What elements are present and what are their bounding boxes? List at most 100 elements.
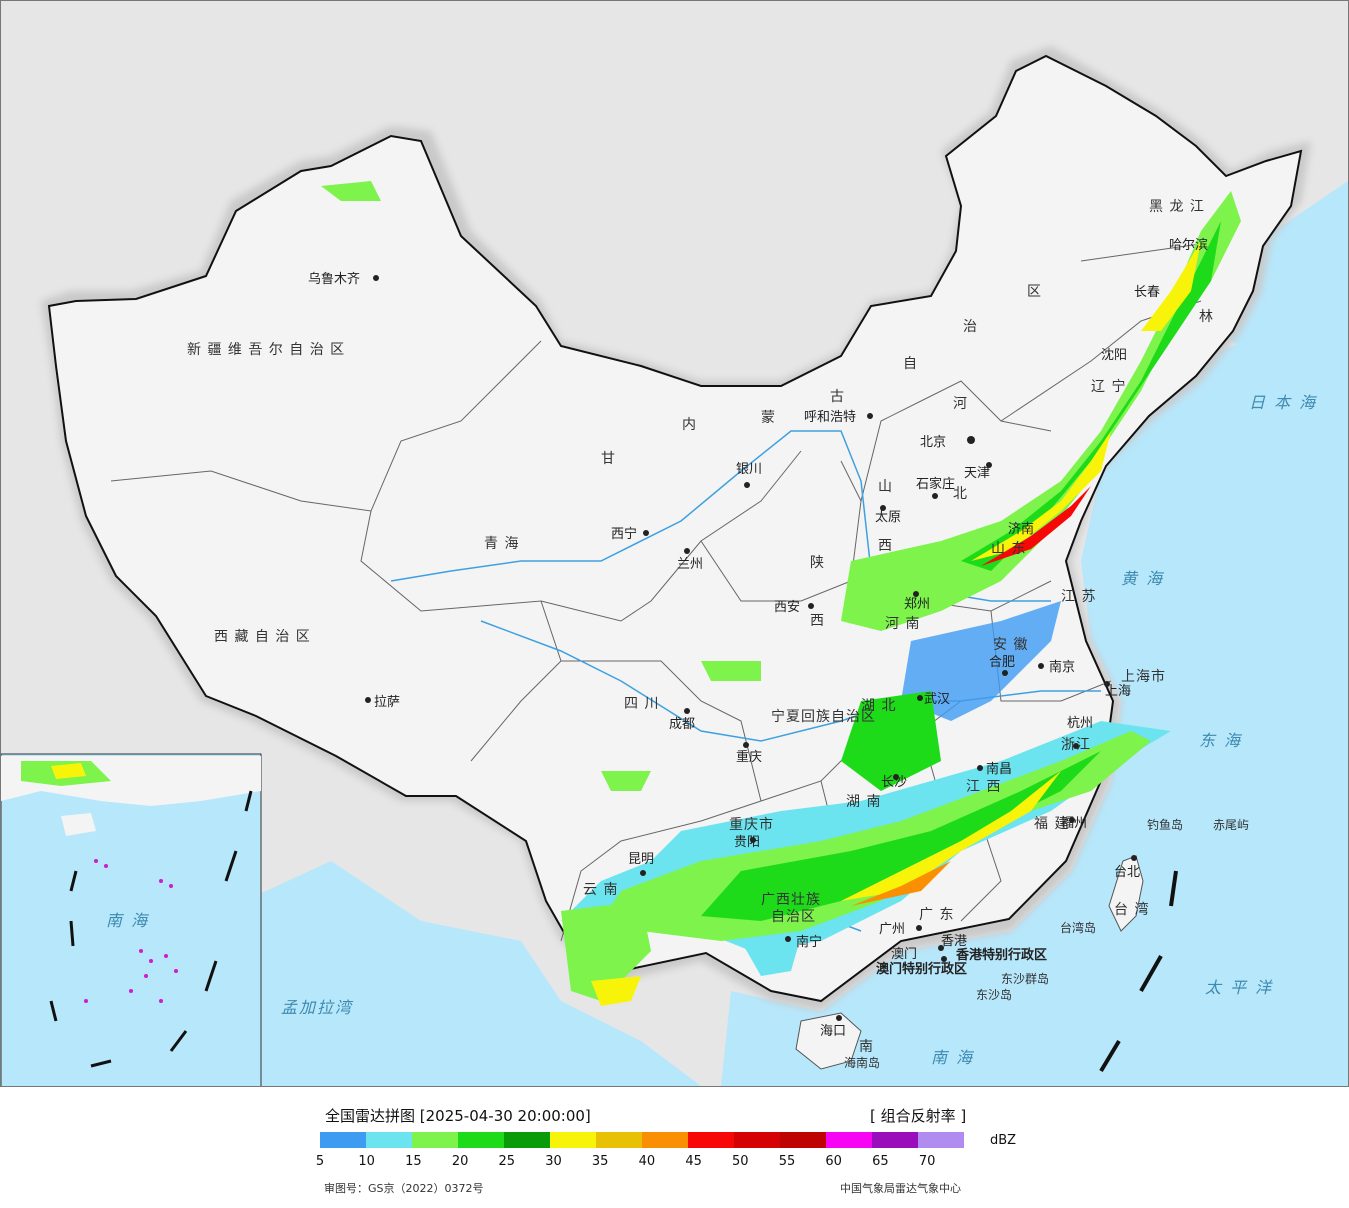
sar-macau: 澳门特别行政区 [876,961,967,977]
label-shanxi-shan: 山 [878,479,893,495]
sea-yellow: 黄 海 [1121,569,1164,588]
color-swatch [780,1132,826,1148]
label-hebei-bei: 北 [953,486,968,502]
label-jiangxi: 江 西 [966,779,1001,795]
city-urumqi: 乌鲁木齐 [308,271,360,287]
hainan-island [795,1012,862,1070]
color-scale-ticks: 5 10 15 20 25 30 35 40 45 50 55 60 65 70 [0,1154,1349,1172]
island-taiwan: 台湾岛 [1060,920,1096,935]
city-changsha: 长沙 [881,775,907,790]
city-haikou: 海口 [820,1024,846,1039]
label-taiwan: 台 湾 [1114,901,1149,918]
label-heilongjiang: 黑 龙 江 [1149,199,1205,215]
city-nanjing: 南京 [1049,659,1075,675]
city-kunming: 昆明 [628,852,654,867]
maritime-boundary [1099,870,1178,1073]
legend-unit: dBZ [990,1133,1017,1148]
label-guangdong: 广 东 [919,907,954,923]
city-jinan: 济南 [1008,521,1034,537]
island-hainan: 海南岛 [844,1055,880,1070]
color-swatch [734,1132,780,1148]
color-swatch [872,1132,918,1148]
label-fujian: 福 建 [1034,816,1069,832]
label-qu: 区 [1027,284,1042,300]
color-swatch [550,1132,596,1148]
radar-map: 南 海 新 疆 维 吾 尔 自 治 区 西 藏 自 治 区 青 海 甘 四 川 … [0,0,1349,1087]
label-shanxi-xi: 西 [878,538,893,554]
scale-tick-label: 60 [825,1154,842,1169]
label-liaoning: 辽 宁 [1091,378,1126,395]
city-nanning: 南宁 [796,934,822,950]
city-dots [365,275,1137,1021]
color-scale [320,1132,964,1148]
island-diaoyu: 钓鱼岛 [1147,817,1183,832]
city-hohhot: 呼和浩特 [804,410,856,425]
color-swatch [458,1132,504,1148]
city-shijiazhuang: 石家庄 [916,476,955,492]
label-shaanxi-xi: 西 [810,613,825,629]
label-chongqing: 宁夏回族自治区 [771,708,876,725]
scale-tick-label: 50 [732,1154,749,1169]
color-swatch [504,1132,550,1148]
label-sichuan: 四 川 [624,696,659,712]
city-hongkong: 香港 [941,934,967,949]
color-swatch [320,1132,366,1148]
city-taiyuan: 太原 [875,510,901,525]
city-lanzhou: 兰州 [677,557,703,572]
map-canvas: 南 海 新 疆 维 吾 尔 自 治 区 西 藏 自 治 区 青 海 甘 四 川 … [1,1,1348,1086]
color-swatch [826,1132,872,1148]
city-tianjin: 天津 [964,466,990,481]
city-wuhan: 武汉 [924,692,950,707]
city-taipei: 台北 [1114,865,1140,880]
city-macau: 澳门 [891,946,917,962]
sea-area [721,301,1348,1086]
city-lhasa: 拉萨 [374,695,400,710]
city-chengdu: 成都 [669,717,695,732]
city-nanchang: 南昌 [986,761,1012,777]
city-fuzhou: 福州 [1061,816,1087,831]
city-shanghai: 上海 [1105,684,1131,699]
city-guangzhou: 广州 [879,922,905,937]
city-hangzhou: 杭州 [1067,716,1093,731]
south-sea-islands [84,859,178,1003]
island-dongsha2: 东沙岛 [976,987,1012,1002]
label-nei: 内 [682,417,697,433]
city-beijing: 北京 [920,435,946,450]
scale-tick-label: 70 [918,1154,936,1169]
label-shanghai: 上海市 [1121,668,1166,685]
city-shenyang: 沈阳 [1101,348,1127,363]
label-zi: 自 [903,356,918,372]
city-hefei: 合肥 [989,655,1015,670]
label-zhi: 治 [963,319,978,335]
sea-south: 南 海 [931,1048,974,1067]
label-jiangsu: 江 苏 [1061,589,1096,605]
color-swatch [366,1132,412,1148]
label-meng: 蒙 [761,410,776,426]
label-shaanxi-shan: 陕 [810,555,825,571]
legend-product: [ 组合反射率 ] [870,1107,967,1125]
city-zhengzhou: 郑州 [904,597,930,612]
label-qinghai: 青 海 [484,536,519,552]
legend-title: 全国雷达拼图 [2025-04-30 20:00:00] [325,1107,591,1125]
city-yinchuan: 银川 [736,462,762,477]
city-changchun: 长春 [1134,285,1160,300]
province-labels: 新 疆 维 吾 尔 自 治 区 西 藏 自 治 区 青 海 甘 四 川 云 南 … [187,199,1213,1055]
scale-tick-label: 20 [451,1154,469,1169]
scale-tick-label: 45 [685,1154,702,1169]
sea-bengal: 孟加拉湾 [281,998,354,1017]
label-hubei: 湖 北 [861,698,896,714]
legend: 全国雷达拼图 [2025-04-30 20:00:00] [ 组合反射率 ] d… [0,1088,1349,1208]
island-dongsha: 东沙群岛 [1001,971,1049,986]
city-harbin: 哈尔滨 [1169,237,1208,253]
label-xizang: 西 藏 自 治 区 [214,629,311,645]
city-labels: 乌鲁木齐 拉萨 西宁 兰州 银川 呼和浩特 北京 天津 石家庄 太原 济南 西安… [308,237,1208,1039]
nine-dash-line [49,790,253,1068]
label-hunan: 湖 南 [846,794,881,810]
label-xinjiang: 新 疆 维 吾 尔 自 治 区 [187,342,345,358]
scale-tick-label: 35 [591,1154,609,1169]
city-guiyang: 贵阳 [734,835,760,850]
label-anhui: 安 徽 [993,637,1028,653]
label-henan: 河 南 [885,616,920,632]
label-shandong: 山 东 [991,541,1026,557]
color-swatch [688,1132,734,1148]
